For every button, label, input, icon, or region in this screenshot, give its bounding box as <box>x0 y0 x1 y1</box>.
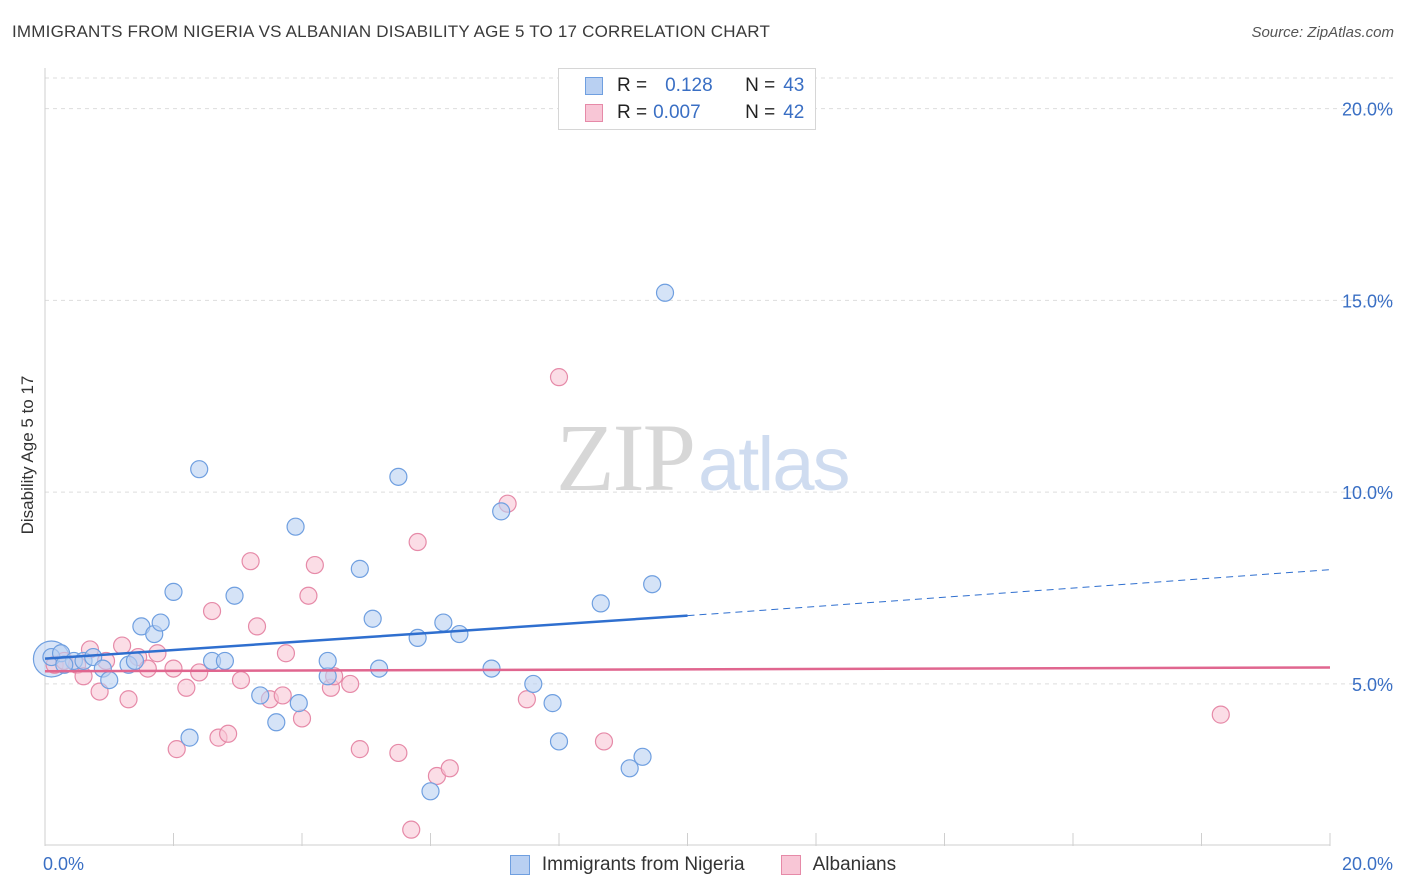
albanians-point <box>190 663 209 682</box>
nigeria-point <box>370 659 389 678</box>
nigeria-trend-extension <box>687 569 1331 617</box>
nigeria-point <box>267 713 286 732</box>
y-tick-label: 5.0% <box>1352 675 1393 695</box>
n-label: N = <box>745 102 776 123</box>
series-legend: Immigrants from Nigeria Albanians <box>0 852 1406 878</box>
nigeria-point <box>286 517 305 536</box>
albanians-point <box>241 552 260 571</box>
y-tick-label: 20.0% <box>1342 100 1393 120</box>
nigeria-point <box>549 732 569 751</box>
chart-title: IMMIGRANTS FROM NIGERIA VS ALBANIAN DISA… <box>12 22 771 41</box>
nigeria-point <box>633 747 652 766</box>
legend-row-albanians: R = 0.007 N = 42 <box>585 100 804 126</box>
nigeria-point <box>450 624 469 644</box>
nigeria-point <box>421 782 440 801</box>
nigeria-point <box>215 651 234 671</box>
watermark: ZIPatlas <box>556 402 851 513</box>
n-value: 43 <box>783 75 805 96</box>
albanians-point <box>305 555 324 575</box>
albanians-point <box>389 743 408 763</box>
albanians-point <box>219 724 238 743</box>
watermark-atlas: atlas <box>698 422 851 507</box>
albanians-trend-line <box>44 666 1331 673</box>
nigeria-point <box>125 651 145 671</box>
nigeria-point <box>524 674 543 694</box>
albanians-point <box>299 586 318 605</box>
nigeria-point <box>389 467 408 486</box>
albanians-point <box>276 644 296 663</box>
nigeria-point <box>643 575 662 594</box>
albanians-point <box>440 759 459 778</box>
legend-label: Albanians <box>812 854 897 875</box>
nigeria-point <box>164 582 183 601</box>
nigeria-point <box>434 613 453 632</box>
nigeria-point <box>180 728 199 747</box>
watermark-zip: ZIP <box>556 404 696 511</box>
albanians-swatch <box>780 855 801 875</box>
albanians-point <box>549 368 569 387</box>
albanians-point <box>177 678 196 697</box>
legend-label: Immigrants from Nigeria <box>541 854 745 875</box>
albanians-point <box>112 636 132 655</box>
albanians-point <box>341 674 360 694</box>
nigeria-point <box>190 460 209 479</box>
nigeria-point <box>251 686 270 705</box>
y-tick-label: 15.0% <box>1342 291 1393 311</box>
nigeria-point <box>100 670 119 690</box>
nigeria-point <box>482 659 501 678</box>
nigeria-point <box>318 651 337 671</box>
nigeria-point <box>655 283 675 302</box>
r-value: 0.007 <box>653 102 701 123</box>
albanians-point <box>202 601 222 621</box>
albanians-point <box>119 690 138 709</box>
nigeria-swatch <box>585 77 603 95</box>
nigeria-point <box>492 502 511 521</box>
albanians-point <box>292 709 312 728</box>
nigeria-point <box>591 594 610 613</box>
nigeria-trend-line <box>44 614 688 660</box>
n-label: N = <box>745 75 776 96</box>
nigeria-point <box>225 586 244 605</box>
albanians-swatch <box>585 104 603 122</box>
albanians-point <box>517 690 536 709</box>
albanians-point <box>167 740 186 759</box>
y-tick-label: 10.0% <box>1342 483 1393 503</box>
legend-row-nigeria: R = 0.128 N = 43 <box>585 73 804 99</box>
albanians-point <box>148 644 167 663</box>
albanians-point <box>164 659 183 678</box>
nigeria-point <box>620 759 639 778</box>
r-label: R = <box>617 75 648 96</box>
r-label: R = <box>617 102 648 123</box>
nigeria-swatch <box>509 855 530 875</box>
albanians-point <box>594 732 614 751</box>
legend-item-albanians: Albanians <box>780 854 897 876</box>
source-note: Source: ZipAtlas.com <box>1251 24 1394 41</box>
albanians-point <box>350 740 369 759</box>
x-tick-label: 0.0% <box>43 854 84 874</box>
albanians-point <box>273 686 292 705</box>
nigeria-point <box>408 628 427 648</box>
nigeria-point <box>289 694 308 713</box>
x-tick-label: 20.0% <box>1342 854 1393 874</box>
albanians-point <box>1211 705 1230 724</box>
nigeria-point <box>363 609 382 628</box>
nigeria-point <box>350 559 369 578</box>
albanians-point <box>231 670 251 690</box>
legend-item-nigeria: Immigrants from Nigeria <box>509 854 745 876</box>
albanians-point <box>408 532 427 552</box>
albanians-point <box>247 617 267 636</box>
correlation-legend: R = 0.128 N = 43 R = 0.007 N = 42 <box>558 68 816 130</box>
nigeria-point <box>543 694 562 713</box>
n-value: 42 <box>783 102 805 123</box>
albanians-point <box>402 820 421 839</box>
r-value: 0.128 <box>665 75 713 96</box>
nigeria-point <box>151 613 170 632</box>
